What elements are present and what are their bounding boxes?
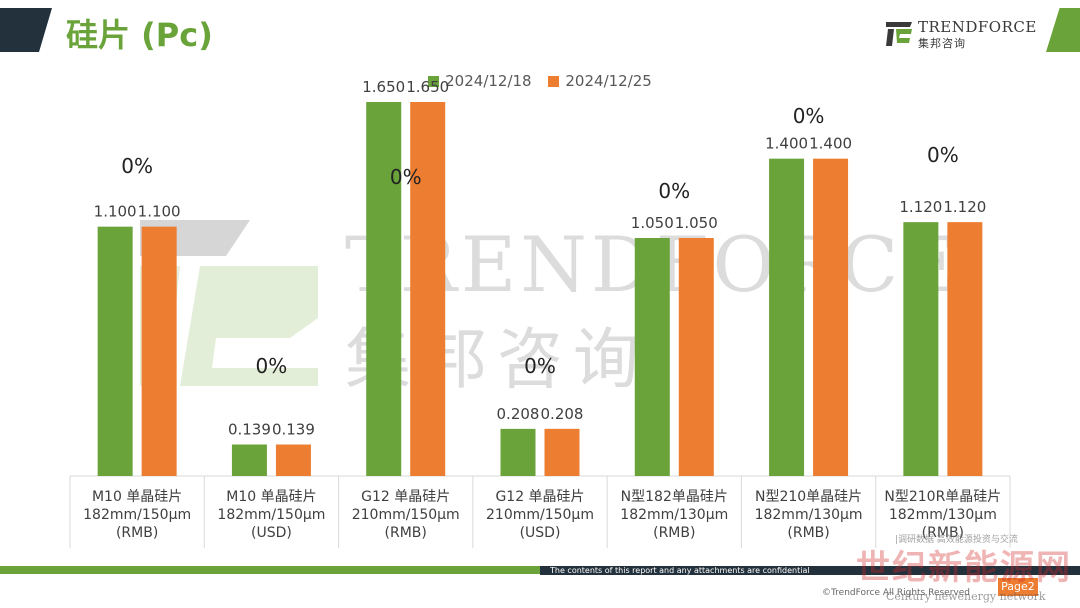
category-tick-label: (RMB) — [653, 525, 695, 541]
stamp-subtitle: |调研数据 高效能源投资与交流 — [895, 535, 1018, 545]
bar-series-1 — [769, 158, 805, 476]
footer-confidential-note: The contents of this report and any atta… — [550, 566, 810, 575]
trendforce-logo-icon — [886, 22, 912, 46]
bar-series-2 — [410, 102, 446, 476]
category-tick-label: 210mm/150μm — [486, 507, 594, 523]
bar-value-label: 1.050 — [675, 214, 718, 232]
category-tick-label: 210mm/150μm — [352, 507, 460, 523]
category-tick-label: (RMB) — [116, 525, 158, 541]
legend-item-series-2: 2024/12/25 — [548, 72, 652, 90]
site-watermark-stamp-en: Century newenergy network — [886, 590, 1046, 603]
bar-value-label: 1.400 — [765, 135, 808, 153]
brand-logo: TRENDFORCE 集邦咨询 — [884, 18, 1036, 50]
bar-value-label: 1.400 — [809, 135, 852, 153]
bar-value-label: 1.120 — [899, 198, 942, 216]
bar-series-2 — [813, 158, 849, 476]
category-tick-label: G12 单晶硅片 — [361, 489, 450, 505]
category-tick-label: 182mm/130μm — [755, 507, 863, 523]
bar-value-label: 0.139 — [272, 420, 315, 438]
bar-value-label: 1.050 — [631, 214, 674, 232]
bar-value-label: 1.120 — [943, 198, 986, 216]
footer-dark-band — [540, 566, 1080, 575]
bar-series-2 — [544, 428, 580, 476]
change-percent-label: 0% — [256, 354, 288, 378]
category-tick-label: 182mm/150μm — [217, 507, 325, 523]
category-tick-label: N型210R单晶硅片 — [884, 489, 1001, 505]
change-percent-label: 0% — [793, 104, 825, 128]
change-percent-label: 0% — [121, 154, 153, 178]
bar-value-label: 0.208 — [541, 405, 584, 423]
bar-series-2 — [678, 238, 714, 476]
legend-label-series-2: 2024/12/25 — [565, 72, 652, 90]
chart-legend: 2024/12/18 2024/12/25 — [0, 72, 1080, 90]
legend-label-series-1: 2024/12/18 — [445, 72, 532, 90]
category-tick-label: N型210单晶硅片 — [755, 489, 862, 505]
category-tick-label: M10 单晶硅片 — [92, 489, 182, 505]
bar-series-1 — [366, 102, 402, 476]
change-percent-label: 0% — [927, 143, 959, 167]
change-percent-label: 0% — [524, 354, 556, 378]
category-tick-label: 182mm/150μm — [83, 507, 191, 523]
category-tick-label: G12 单晶硅片 — [495, 489, 584, 505]
footer-copyright: ©TrendForce All Rights Reserved — [822, 588, 970, 598]
bar-series-1 — [903, 222, 939, 476]
bar-value-label: 0.208 — [497, 405, 540, 423]
category-tick-label: M10 单晶硅片 — [226, 489, 316, 505]
legend-item-series-1: 2024/12/18 — [428, 72, 532, 90]
bar-series-2 — [947, 222, 983, 476]
bar-value-label: 1.100 — [94, 203, 137, 221]
bar-series-1 — [97, 226, 133, 476]
legend-swatch-green — [428, 76, 440, 87]
page-title: 硅片 (Pc) — [66, 16, 213, 54]
bar-value-label: 1.650 — [362, 78, 405, 96]
bar-series-1 — [634, 238, 670, 476]
category-tick-label: (RMB) — [787, 525, 829, 541]
bar-value-label: 0.139 — [228, 420, 271, 438]
bar-series-2 — [141, 226, 177, 476]
category-tick-label: (RMB) — [385, 525, 427, 541]
legend-swatch-orange — [548, 76, 560, 87]
category-tick-label: (USD) — [251, 525, 292, 541]
brand-name-cn: 集邦咨询 — [918, 37, 966, 50]
category-tick-label: N型182单晶硅片 — [621, 489, 728, 505]
bar-series-1 — [231, 444, 267, 476]
bar-series-1 — [500, 428, 536, 476]
bar-value-label: 1.650 — [406, 78, 449, 96]
bar-value-label: 1.100 — [138, 203, 181, 221]
page-number: Page2 — [998, 578, 1038, 596]
site-watermark-stamp: 世纪新能源网 — [856, 548, 1072, 588]
change-percent-label: 0% — [390, 165, 422, 189]
category-tick-label: 182mm/130μm — [889, 507, 997, 523]
change-percent-label: 0% — [658, 179, 690, 203]
category-tick-label: (USD) — [520, 525, 561, 541]
category-tick-label: 182mm/130μm — [620, 507, 728, 523]
category-tick-label: (RMB) — [922, 525, 964, 541]
brand-name: TRENDFORCE — [918, 18, 1037, 36]
bar-series-2 — [275, 444, 311, 476]
